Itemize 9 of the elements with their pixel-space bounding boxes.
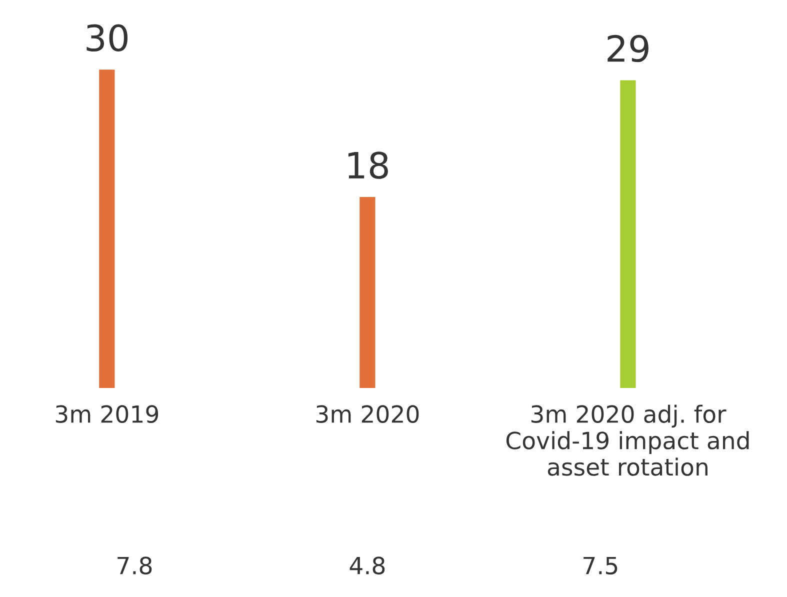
text: 4.8 (350, 556, 385, 575)
text: 7.8 (118, 556, 152, 575)
x-tick-label: 3m 2019 (56, 405, 158, 423)
data-label: 18 (348, 152, 388, 179)
data-label: 29 (608, 34, 648, 62)
text: 7.5 (584, 556, 618, 575)
x-tick-label: 3m 2020 (316, 405, 419, 423)
x-tick-label: 3m 2020 adj. for Covid-19 impact and asset rotation (506, 404, 749, 476)
data-label: 30 (86, 24, 128, 52)
